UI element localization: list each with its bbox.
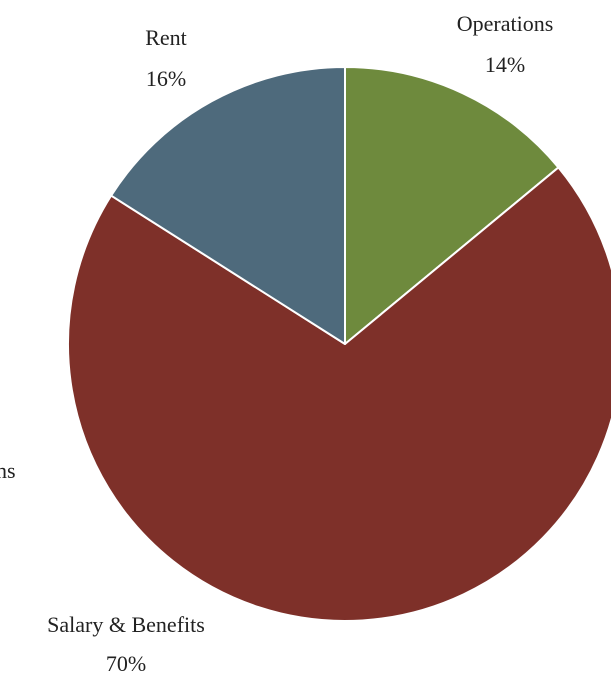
slice-value-rent: 16%: [146, 66, 186, 91]
slice-value-salary-benefits: 70%: [106, 651, 146, 675]
slice-value-operations: 14%: [485, 52, 525, 77]
slice-label-operations: Operations: [457, 11, 554, 36]
pie-slice-salary-benefits: [67, 166, 611, 622]
slice-label-salary-benefits: Salary & Benefits: [47, 612, 205, 637]
slice-label-rent: Rent: [145, 25, 187, 50]
cut-off-label-fragment: ns: [0, 458, 16, 483]
pie-slices: [67, 66, 611, 622]
pie-slice-operations: [344, 66, 560, 345]
pie-slice-rent: [110, 66, 346, 345]
